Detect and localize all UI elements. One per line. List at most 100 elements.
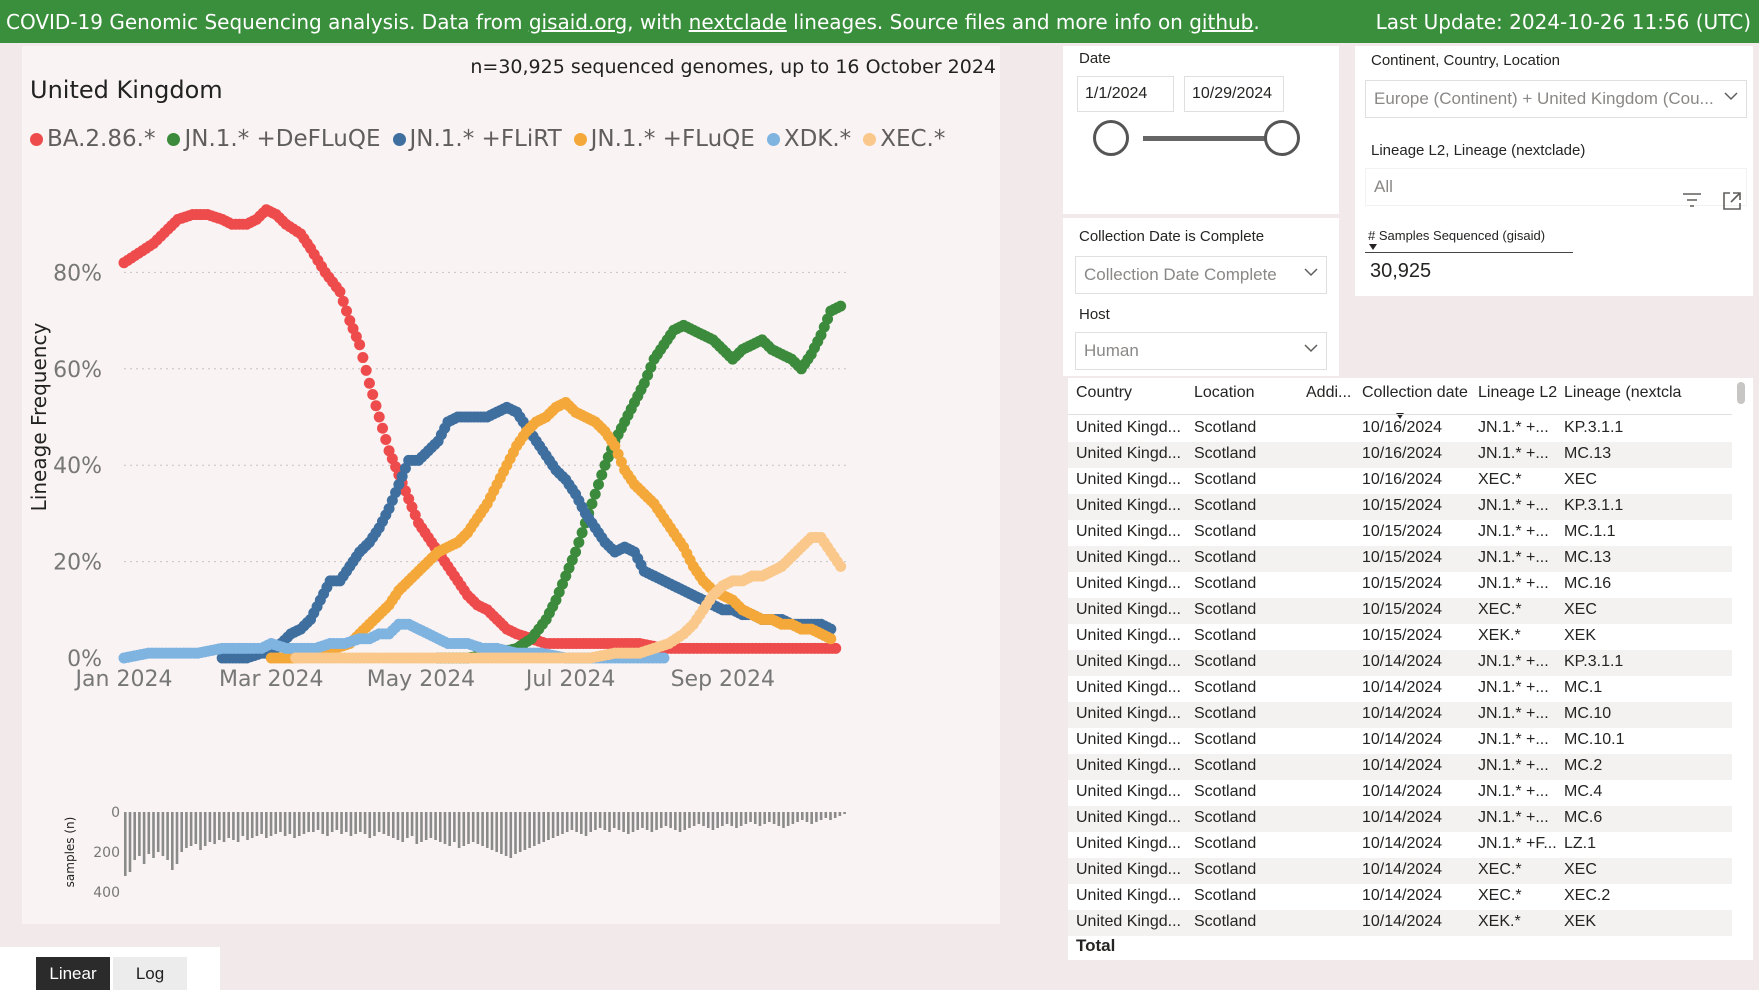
sample-bar [171, 812, 174, 870]
legend-item[interactable]: JN.1.* +FLuQE [573, 126, 755, 152]
lineage-frequency-chart[interactable]: 0% 20% 40% 60% 80% Jan 2024 Mar 2024 May 2024 Ju… [22, 46, 1000, 924]
table-row[interactable]: United Kingd... Scotland 10/16/2024 XEC.* XE… [1068, 468, 1732, 494]
legend-item[interactable]: JN.1.* +DeFLuQE [167, 126, 381, 152]
sample-bar [481, 812, 484, 846]
table-cell: United Kingd... [1076, 601, 1181, 618]
table-cell: Scotland [1194, 627, 1257, 644]
column-header[interactable]: Collection date [1362, 384, 1468, 401]
table-cell: Scotland [1194, 471, 1257, 488]
sample-bar [415, 812, 419, 844]
table-row[interactable]: United Kingd... Scotland 10/15/2024 JN.1.* … [1068, 494, 1732, 520]
table-row[interactable]: United Kingd... Scotland 10/14/2024 XEC.* XE… [1068, 884, 1732, 910]
sample-bar [462, 812, 466, 846]
samples-tick-label: 0 [111, 805, 120, 821]
sample-bar [504, 812, 508, 856]
table-cell: United Kingd... [1076, 419, 1181, 436]
end-date-handle[interactable] [1264, 120, 1300, 156]
table-row[interactable]: United Kingd... Scotland 10/15/2024 JN.1.* … [1068, 546, 1732, 572]
start-date-handle[interactable] [1093, 120, 1129, 156]
sample-bar [373, 812, 376, 836]
table-row[interactable]: United Kingd... Scotland 10/14/2024 XEK.* XE… [1068, 910, 1732, 936]
table-row[interactable]: United Kingd... Scotland 10/15/2024 XEC.* XE… [1068, 598, 1732, 624]
table-row[interactable]: United Kingd... Scotland 10/14/2024 JN.1.* … [1068, 728, 1732, 754]
lineage-dropdown[interactable]: All [1365, 168, 1747, 206]
table-row[interactable]: United Kingd... Scotland 10/14/2024 JN.1.* … [1068, 754, 1732, 780]
legend-item[interactable]: JN.1.* +FLiRT [392, 126, 562, 152]
sample-bar [514, 812, 517, 854]
sample-bar [556, 812, 560, 836]
table-row[interactable]: United Kingd... Scotland 10/14/2024 XEC.* XE… [1068, 858, 1732, 884]
end-date-input[interactable]: 10/29/2024 [1184, 76, 1284, 112]
legend-dot-icon [863, 132, 877, 146]
sample-bar [124, 812, 127, 876]
location-dropdown-value: Europe (Continent) + United Kingdom (Cou… [1374, 89, 1714, 108]
data-point [360, 364, 372, 376]
header-text: lineages. Source files and more info on [786, 9, 1190, 34]
sample-bar [391, 812, 395, 838]
table-cell: JN.1.* +... [1478, 523, 1549, 540]
data-point [570, 546, 582, 558]
focus-mode-icon[interactable] [1721, 190, 1743, 212]
sample-bar [594, 812, 597, 830]
data-point [367, 389, 379, 401]
column-header[interactable]: Location [1194, 384, 1255, 401]
table-row[interactable]: United Kingd... Scotland 10/14/2024 JN.1.* … [1068, 832, 1732, 858]
nextclade-link[interactable]: nextclade [688, 9, 787, 34]
table-row[interactable]: United Kingd... Scotland 10/16/2024 JN.1.* … [1068, 442, 1732, 468]
table-cell: JN.1.* +... [1478, 549, 1549, 566]
table-cell: Scotland [1194, 523, 1257, 540]
host-dropdown[interactable]: Human [1075, 332, 1327, 370]
table-row[interactable]: United Kingd... Scotland 10/14/2024 JN.1.* … [1068, 780, 1732, 806]
table-cell: 10/16/2024 [1362, 471, 1443, 488]
sample-bar [438, 812, 442, 842]
samples-count: 30,925 [1370, 260, 1432, 282]
samples-table: Country Location Addi... Collection date Lin… [1068, 378, 1753, 960]
table-row[interactable]: United Kingd... Scotland 10/15/2024 JN.1.* … [1068, 520, 1732, 546]
completeness-host-slicers: Collection Date is Complete Collection D… [1063, 218, 1339, 376]
sample-bar [152, 812, 155, 858]
sample-bar [763, 812, 766, 824]
log-button[interactable]: Log [113, 957, 187, 990]
legend-dot-icon [30, 132, 43, 146]
table-cell: MC.10.1 [1564, 731, 1625, 748]
table-cell: XEC [1564, 861, 1597, 878]
start-date-input[interactable]: 1/1/2024 [1077, 76, 1174, 112]
linear-button[interactable]: Linear [36, 957, 110, 990]
chart-title: United Kingdom [30, 76, 223, 104]
sample-bar [711, 812, 715, 830]
filter-icon[interactable] [1681, 190, 1703, 210]
sample-bar [382, 812, 386, 834]
table-cell: 10/14/2024 [1362, 913, 1443, 930]
column-header[interactable]: Lineage L2 [1478, 384, 1558, 401]
table-row[interactable]: United Kingd... Scotland 10/15/2024 XEK.* XE… [1068, 624, 1732, 650]
column-header[interactable]: Addi... [1306, 384, 1352, 401]
table-cell: MC.4 [1564, 783, 1603, 800]
legend-item[interactable]: BA.2.86.* [30, 126, 155, 152]
table-row[interactable]: United Kingd... Scotland 10/14/2024 JN.1.* … [1068, 650, 1732, 676]
table-row[interactable]: United Kingd... Scotland 10/14/2024 JN.1.* … [1068, 702, 1732, 728]
github-link[interactable]: github [1189, 9, 1254, 34]
sample-bar [457, 812, 461, 848]
table-cell: Scotland [1194, 601, 1257, 618]
sample-bar [575, 812, 578, 832]
table-row[interactable]: United Kingd... Scotland 10/16/2024 JN.1.* … [1068, 416, 1732, 442]
legend-item[interactable]: XDK.* [766, 126, 851, 152]
legend-item[interactable]: XEC.* [863, 126, 945, 152]
gisaid-link[interactable]: gisaid.org [528, 9, 628, 34]
vertical-scrollbar[interactable] [1737, 382, 1745, 404]
table-cell: Scotland [1194, 913, 1257, 930]
table-row[interactable]: United Kingd... Scotland 10/15/2024 JN.1.* … [1068, 572, 1732, 598]
sample-bar [537, 812, 541, 844]
data-point [363, 377, 375, 389]
table-cell: KP.3.1.1 [1564, 419, 1624, 436]
table-row[interactable]: United Kingd... Scotland 10/14/2024 JN.1.* … [1068, 806, 1732, 832]
sample-bar [194, 812, 198, 844]
column-header[interactable]: Country [1076, 384, 1133, 401]
column-header[interactable]: Lineage (nextcla [1564, 384, 1682, 401]
table-cell: JN.1.* +... [1478, 757, 1549, 774]
table-row[interactable]: United Kingd... Scotland 10/14/2024 JN.1.* … [1068, 676, 1732, 702]
location-dropdown[interactable]: Europe (Continent) + United Kingdom (Cou… [1365, 80, 1747, 118]
sample-bar [533, 812, 536, 846]
complete-dropdown[interactable]: Collection Date Complete [1075, 256, 1327, 294]
chevron-down-icon [1304, 268, 1318, 277]
